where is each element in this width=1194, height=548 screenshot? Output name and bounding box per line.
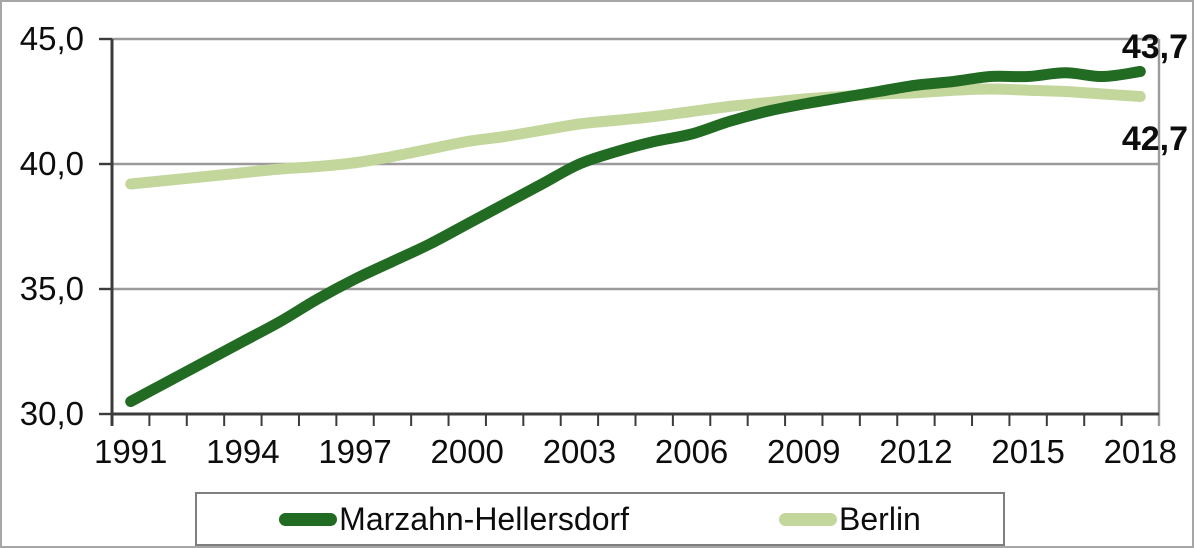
- legend-swatch-marzahn-line: [279, 512, 338, 526]
- x-axis-tick-label: 1994: [206, 433, 280, 470]
- x-axis-tick-label: 2015: [991, 433, 1065, 470]
- legend-item-berlin: Berlin: [779, 501, 921, 537]
- data-label-berlin: 42,7: [1121, 120, 1188, 158]
- legend: Marzahn-Hellersdorf Berlin: [195, 492, 1005, 546]
- legend-label-berlin: Berlin: [839, 501, 921, 537]
- x-axis-tick-label: 2009: [767, 433, 841, 470]
- x-axis-tick-label: 2006: [654, 433, 729, 470]
- y-axis-tick-label: 40,0: [19, 145, 84, 182]
- y-axis-tick-label: 35,0: [19, 270, 84, 307]
- x-axis-tick-label: 1997: [318, 433, 392, 470]
- y-axis-tick-label: 45,0: [19, 20, 84, 57]
- legend-swatch-berlin-line: [779, 512, 838, 526]
- x-axis-tick-label: 2003: [542, 433, 617, 470]
- y-axis-tick-label: 30,0: [19, 395, 84, 432]
- x-axis-tick-label: 2018: [1103, 433, 1177, 470]
- data-label-marzahn-hellersdorf: 43,7: [1121, 28, 1188, 66]
- legend-item-marzahn-hellersdorf: Marzahn-Hellersdorf: [279, 501, 629, 537]
- series-line-berlin: [125, 83, 1146, 190]
- legend-label-marzahn-hellersdorf: Marzahn-Hellersdorf: [339, 501, 630, 537]
- series-line-marzahn-hellersdorf: [125, 66, 1146, 407]
- x-axis-tick-label: 2012: [879, 433, 953, 470]
- x-axis-tick-label: 1991: [93, 433, 168, 470]
- x-axis-tick-label: 2000: [430, 433, 504, 470]
